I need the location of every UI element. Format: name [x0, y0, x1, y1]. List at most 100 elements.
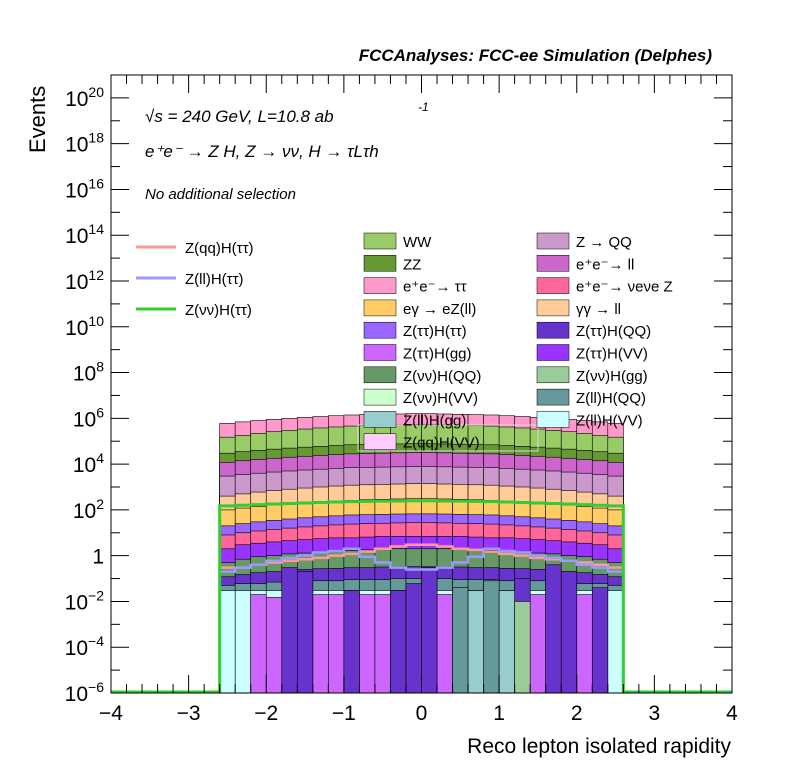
x-tick-label: 2: [571, 702, 583, 725]
sparse-layer-Zll_Hgg: [467, 590, 515, 694]
x-tick-label: −4: [99, 702, 123, 725]
legend-swatch-Z_QQ: [536, 232, 570, 250]
stacked-histogram: [219, 413, 624, 694]
y-tick-label: 10−4: [65, 633, 105, 660]
sparse-bar-Zll_HQQ-17: [483, 580, 500, 694]
x-axis-label: Reco lepton isolated rapidity: [467, 735, 731, 758]
legend-swatch-ee_ll: [536, 255, 570, 272]
x-tick-label: −1: [332, 702, 356, 725]
legend-swatch-Zll_Hgg: [363, 411, 397, 428]
legend-label-ee_ll: e⁺e⁻→ ll: [576, 256, 634, 273]
bar-Zll_HVV-1: [234, 590, 252, 694]
legend-label-Z_QQ: Z → QQ: [576, 234, 632, 251]
sparse-bar-Ztautau_Hgg-2: [250, 594, 267, 694]
legend-label-Znunu_HVV: Z(νν)H(VV): [403, 390, 478, 407]
sparse-bar-Ztautau_Hgg-9: [359, 594, 376, 694]
y-tick-label: 1: [92, 546, 104, 569]
y-axis-label: Events: [25, 86, 50, 153]
x-tick-labels: −4 −3 −2 −1 0 1 2 3 4: [99, 702, 738, 725]
sparse-bar-Ztautau_Hgg-20: [529, 594, 546, 694]
y-tick-label: 1010: [65, 313, 104, 340]
x-tick-label: −2: [254, 702, 278, 725]
legend-label-egamma_eZll: eγ → eZ(ll): [403, 301, 476, 318]
y-tick-label: 1014: [65, 221, 104, 248]
legend-label-WW: WW: [403, 234, 432, 251]
legend-label-ee_nunuZ: e⁺e⁻→ νeνe Z: [576, 279, 673, 296]
legend-label-Zll_Hgg: Z(ll)H(gg): [403, 412, 466, 429]
legend-label-Zll_HVV: Z(ll)H(VV): [576, 412, 643, 429]
sparse-layer-Znunu_Hgg: [514, 601, 531, 694]
sparse-bar-Ztautau_HQQ-4: [281, 567, 298, 694]
signal-line-Zll_Htautau: [218, 547, 625, 693]
legend-label-Zqq_Htautau: Z(qq)H(ττ): [185, 240, 254, 257]
signal-line-Znunu_Htautau: [218, 499, 625, 693]
legend-swatch-Znunu_HVV: [363, 388, 397, 406]
process-line: e⁺e⁻ → Z H, Z → νν, H → τLτh: [145, 142, 379, 161]
legend-swatch-egamma_eZll: [363, 299, 397, 317]
sparse-bar-Ztautau_HQQ-22: [560, 571, 578, 694]
legend-signal: Z(qq)H(ττ) Z(ll)H(ττ) Z(νν)H(ττ): [136, 240, 254, 319]
legend-label-Zqq_HVV: Z(qq)H(VV): [403, 435, 480, 452]
legend-swatch-ZZ: [363, 255, 397, 272]
x-tick-label: 4: [726, 702, 738, 725]
y-tick-label: 106: [73, 404, 104, 431]
legend-frame: [357, 424, 539, 452]
sparse-bar-Ztautau_Hgg-10: [374, 594, 391, 694]
energy-line: √s = 240 GeV, L=10.8 ab: [145, 107, 334, 126]
sparse-bar-Ztautau_HQQ-13: [421, 567, 438, 694]
sparse-bar-Ztautau_Hgg-23: [576, 594, 593, 694]
sparse-bar-Ztautau_HQQ-21: [545, 564, 562, 694]
legend-swatch-Zll_HQQ: [536, 388, 570, 406]
legend-swatch-WW: [363, 232, 397, 250]
sparse-bar-Ztautau_HQQ-8: [343, 590, 360, 694]
legend-label-ZZ: ZZ: [403, 256, 421, 273]
legend-label-ee_tautau: e⁺e⁻→ ττ: [403, 279, 467, 296]
x-tick-label: 1: [493, 702, 505, 725]
legend-label-Ztautau_HVV: Z(ττ)H(VV): [576, 346, 648, 363]
legend-background: WW ZZ e⁺e⁻→ ττ eγ → eZ(ll) Z(ττ)H(ττ) Z(ττ)H(…: [357, 232, 673, 452]
sparse-bar-Ztautau_HQQ-5: [296, 571, 314, 694]
legend-label-Zll_Htautau: Z(ll)H(ττ): [185, 271, 244, 288]
sparse-bar-Ztautau_Hgg-6: [312, 594, 329, 694]
legend-label-Znunu_Hgg: Z(νν)H(gg): [576, 368, 648, 385]
y-tick-label: 1012: [65, 267, 104, 294]
sparse-bar-Zll_HQQ-15: [452, 587, 469, 694]
y-tick-labels: 10−6 10−4 10−2 1 102 104 106 108 1010 1012 1014 101…: [65, 84, 105, 706]
sparse-bar-Zll_Hgg-16: [467, 590, 484, 694]
y-tick-label: 1016: [65, 175, 104, 202]
legend-swatch-ee_nunuZ: [536, 277, 570, 294]
legend-swatch-Ztautau_Htautau: [363, 321, 397, 339]
energy-line-superscript: -1: [418, 100, 429, 114]
sparse-bar-Ztautau_Hgg-3: [265, 597, 283, 694]
axis-ticks: [110, 74, 733, 694]
legend-swatch-Znunu_Hgg: [536, 366, 570, 384]
legend-swatch-ee_tautau: [363, 277, 397, 294]
legend-label-gammagamma_ll: γγ → ll: [576, 301, 621, 318]
annotation-energy: √s = 240 GeV, L=10.8 ab -1: [145, 100, 429, 126]
y-tick-label: 10−2: [65, 587, 105, 614]
legend-label-Zll_HQQ: Z(ll)H(QQ): [576, 390, 646, 407]
legend-label-Ztautau_Hgg: Z(ττ)H(gg): [403, 346, 472, 363]
sparse-layer-Ztautau_Hgg: [250, 594, 593, 694]
bar-Zll_HVV-25: [607, 590, 624, 694]
legend-swatch-Ztautau_HQQ: [536, 321, 570, 339]
y-tick-label: 1020: [65, 84, 104, 111]
legend-swatch-Zqq_HVV: [363, 433, 397, 450]
sparse-bar-Znunu_Hgg-19: [514, 601, 531, 694]
signal-lines: [111, 499, 732, 694]
y-tick-label: 102: [73, 496, 104, 523]
x-tick-label: 3: [649, 702, 661, 725]
sparse-bar-Ztautau_HQQ-12: [405, 583, 422, 694]
legend-label-Ztautau_HQQ: Z(ττ)H(QQ): [576, 323, 651, 340]
legend-swatch-Znunu_HQQ: [363, 366, 397, 384]
bar-Zll_HVV-0: [219, 590, 236, 694]
legend-label-Znunu_Htautau: Z(νν)H(ττ): [185, 302, 252, 319]
y-tick-label: 104: [73, 450, 104, 477]
legend-swatch-gammagamma_ll: [536, 299, 570, 317]
legend-swatch-Ztautau_Hgg: [363, 344, 397, 361]
selection-line: No additional selection: [145, 186, 296, 203]
legend-swatch-Ztautau_HVV: [536, 344, 570, 361]
sparse-bar-Ztautau_HQQ-11: [390, 590, 407, 694]
legend-label-Ztautau_Htautau: Z(ττ)H(ττ): [403, 323, 467, 340]
